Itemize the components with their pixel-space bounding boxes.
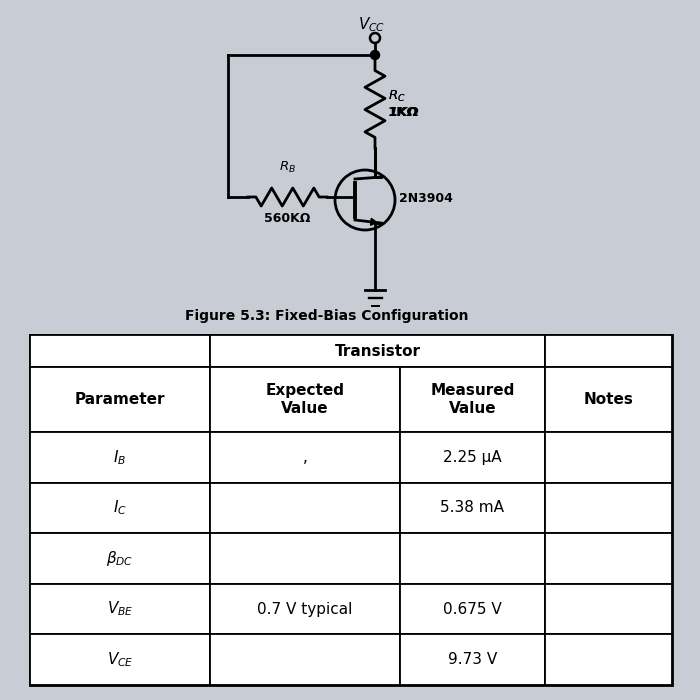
Text: $V_{CC}$: $V_{CC}$	[358, 15, 386, 34]
Bar	[400, 584, 545, 634]
Bar	[545, 482, 672, 533]
Text: $R_C$
1KΩ: $R_C$ 1KΩ	[388, 89, 419, 119]
Bar	[400, 533, 545, 584]
Text: Expected
Value: Expected Value	[265, 384, 344, 416]
Bar	[400, 482, 545, 533]
Bar	[545, 432, 672, 482]
Bar	[210, 482, 400, 533]
Bar	[400, 367, 545, 432]
Text: $V_{CE}$: $V_{CE}$	[106, 650, 133, 669]
Bar	[400, 432, 545, 482]
Text: $V_{BE}$: $V_{BE}$	[107, 600, 133, 618]
Text: $I_C$: $I_C$	[113, 498, 127, 517]
Text: $\beta_{DC}$: $\beta_{DC}$	[106, 549, 134, 568]
Text: 0.675 V: 0.675 V	[443, 601, 502, 617]
Bar	[400, 634, 545, 685]
Bar	[30, 367, 210, 432]
Text: Measured
Value: Measured Value	[430, 384, 514, 416]
Bar	[210, 335, 545, 367]
Text: Parameter: Parameter	[75, 392, 165, 407]
FancyArrow shape	[370, 218, 377, 225]
Bar	[30, 335, 210, 367]
Text: 9.73 V: 9.73 V	[448, 652, 497, 667]
Text: 5.38 mA: 5.38 mA	[440, 500, 505, 515]
Bar	[210, 634, 400, 685]
Text: $I_B$: $I_B$	[113, 448, 127, 467]
Bar	[30, 335, 672, 685]
Bar	[210, 584, 400, 634]
Bar	[210, 432, 400, 482]
Circle shape	[370, 50, 379, 60]
Bar	[545, 584, 672, 634]
Text: 560KΩ: 560KΩ	[264, 212, 310, 225]
Bar	[30, 584, 210, 634]
Bar	[545, 367, 672, 432]
Text: Notes: Notes	[584, 392, 634, 407]
Bar	[30, 533, 210, 584]
Bar	[30, 432, 210, 482]
Bar	[30, 634, 210, 685]
Text: $R_C$
1KΩ: $R_C$ 1KΩ	[388, 89, 419, 119]
Bar	[545, 634, 672, 685]
Bar	[30, 482, 210, 533]
Text: 2.25 μA: 2.25 μA	[443, 450, 502, 465]
Bar	[545, 335, 672, 367]
Text: Transistor: Transistor	[335, 344, 421, 358]
Bar	[545, 533, 672, 584]
Text: $R_B$: $R_B$	[279, 160, 295, 175]
Bar	[210, 533, 400, 584]
Text: 0.7 V typical: 0.7 V typical	[258, 601, 353, 617]
Text: ,: ,	[302, 450, 307, 465]
Text: Figure 5.3: Fixed-Bias Configuration: Figure 5.3: Fixed-Bias Configuration	[185, 309, 468, 323]
Text: 2N3904: 2N3904	[399, 192, 453, 204]
Bar	[210, 367, 400, 432]
